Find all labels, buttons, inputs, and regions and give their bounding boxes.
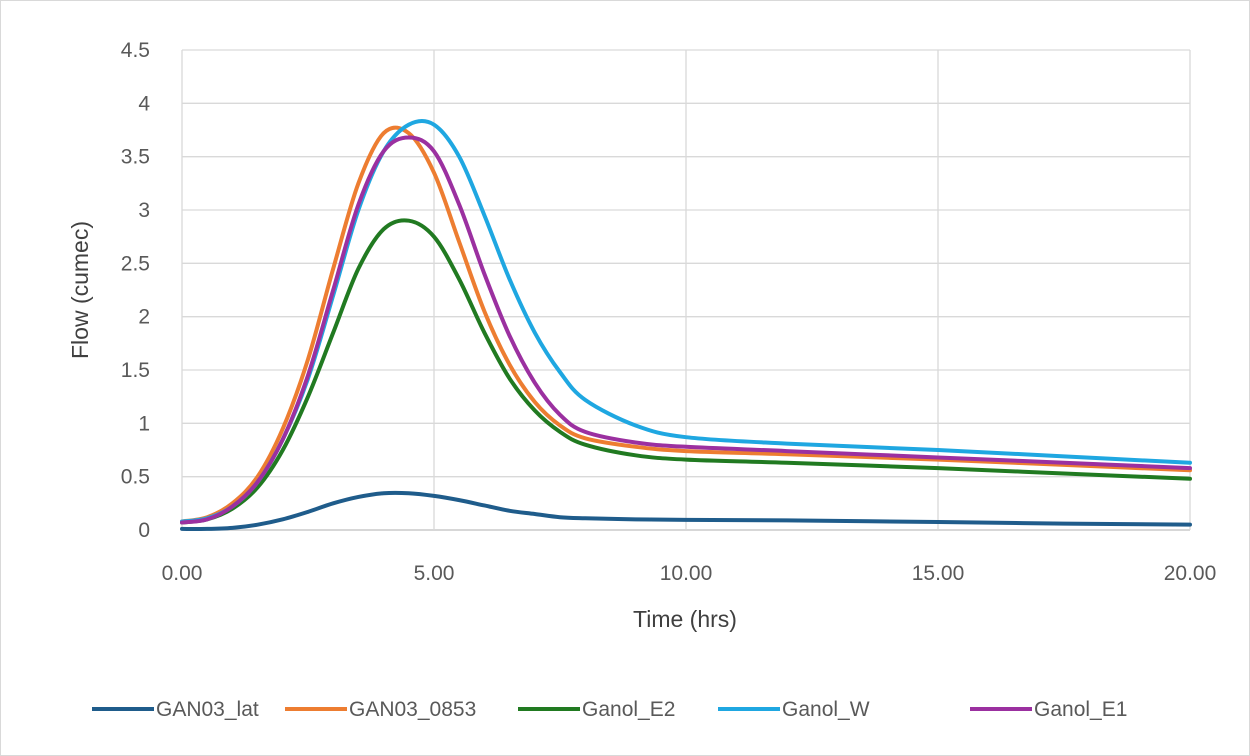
y-tick-label: 3.5: [121, 146, 150, 169]
x-tick-label: 5.00: [414, 562, 455, 585]
y-axis-ticks: 0 0.5 1 1.5 2 2.5 3 3.5 4 4.5: [121, 39, 151, 542]
y-tick-label: 1.5: [121, 359, 150, 382]
y-axis-title: Flow (cumec): [67, 221, 93, 359]
y-tick-label: 2.5: [121, 252, 150, 275]
x-tick-label: 0.00: [162, 562, 203, 585]
legend-label: Ganol_E2: [582, 698, 675, 721]
x-axis-title: Time (hrs): [633, 606, 737, 632]
x-tick-label: 20.00: [1164, 562, 1217, 585]
legend-label: GAN03_0853: [349, 698, 476, 721]
y-tick-label: 2: [138, 306, 150, 329]
y-tick-label: 3: [138, 199, 150, 222]
x-axis-ticks: 0.00 5.00 10.00 15.00 20.00: [162, 562, 1217, 585]
y-tick-label: 0: [138, 519, 150, 542]
y-tick-label: 0.5: [121, 466, 150, 489]
legend-label: Ganol_W: [782, 698, 870, 721]
x-tick-label: 15.00: [912, 562, 965, 585]
legend-label: GAN03_lat: [156, 698, 259, 721]
legend: GAN03_lat GAN03_0853 Ganol_E2 Ganol_W Ganol_…: [92, 698, 1127, 721]
legend-label: Ganol_E1: [1034, 698, 1127, 721]
y-tick-label: 4: [138, 92, 150, 115]
y-tick-label: 1: [138, 412, 150, 435]
x-tick-label: 10.00: [660, 562, 713, 585]
y-tick-label: 4.5: [121, 39, 150, 62]
